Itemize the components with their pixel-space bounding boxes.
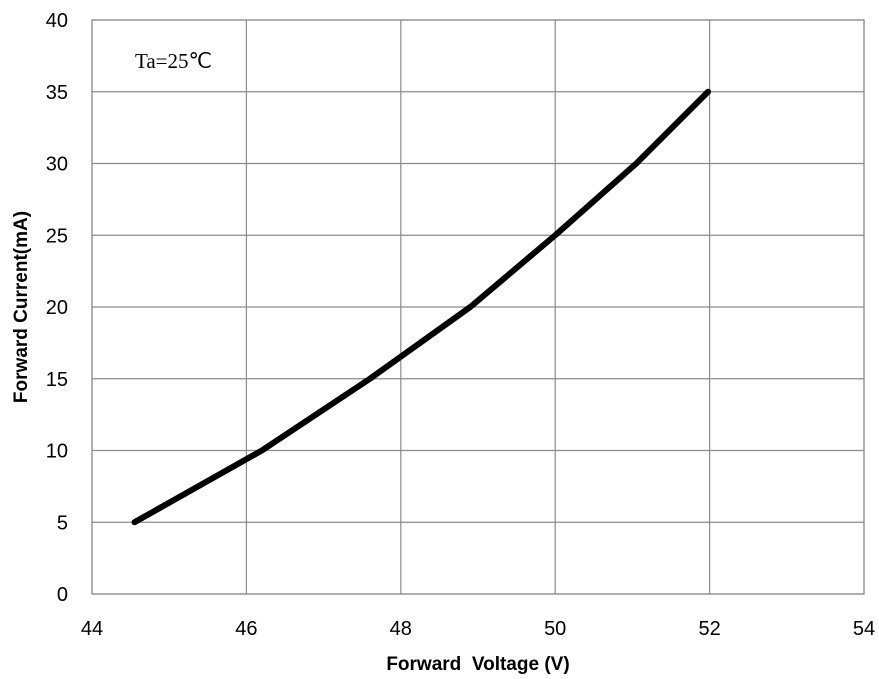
x-tick-label: 48: [390, 618, 412, 640]
x-tick-labels: 44 46 48 50 52 54: [81, 618, 875, 640]
y-tick-label: 15: [46, 369, 68, 391]
plot-area: [91, 19, 865, 595]
x-tick-label: 46: [235, 618, 257, 640]
y-tick-label: 30: [46, 154, 68, 176]
x-tick-label: 52: [698, 618, 720, 640]
y-tick-label: 5: [57, 512, 68, 534]
y-tick-label: 40: [46, 10, 68, 32]
x-axis-title: Forward Voltage (V): [386, 654, 569, 675]
forward-current-curve: [131, 88, 712, 526]
y-tick-labels: 0 5 10 15 20 25 30 35 40: [46, 10, 68, 606]
y-tick-label: 25: [46, 225, 68, 247]
series-layer: [131, 88, 712, 526]
temperature-annotation: Ta=25℃: [135, 49, 212, 73]
y-tick-label: 10: [46, 441, 68, 463]
grid-lines: [91, 19, 865, 595]
x-tick-label: 50: [544, 618, 566, 640]
x-tick-label: 44: [81, 618, 103, 640]
y-axis-title: Forward Current(mA): [11, 211, 32, 403]
y-tick-label: 20: [46, 297, 68, 319]
y-tick-label: 35: [46, 82, 68, 104]
y-tick-label: 0: [57, 584, 68, 606]
x-tick-label: 54: [853, 618, 875, 640]
